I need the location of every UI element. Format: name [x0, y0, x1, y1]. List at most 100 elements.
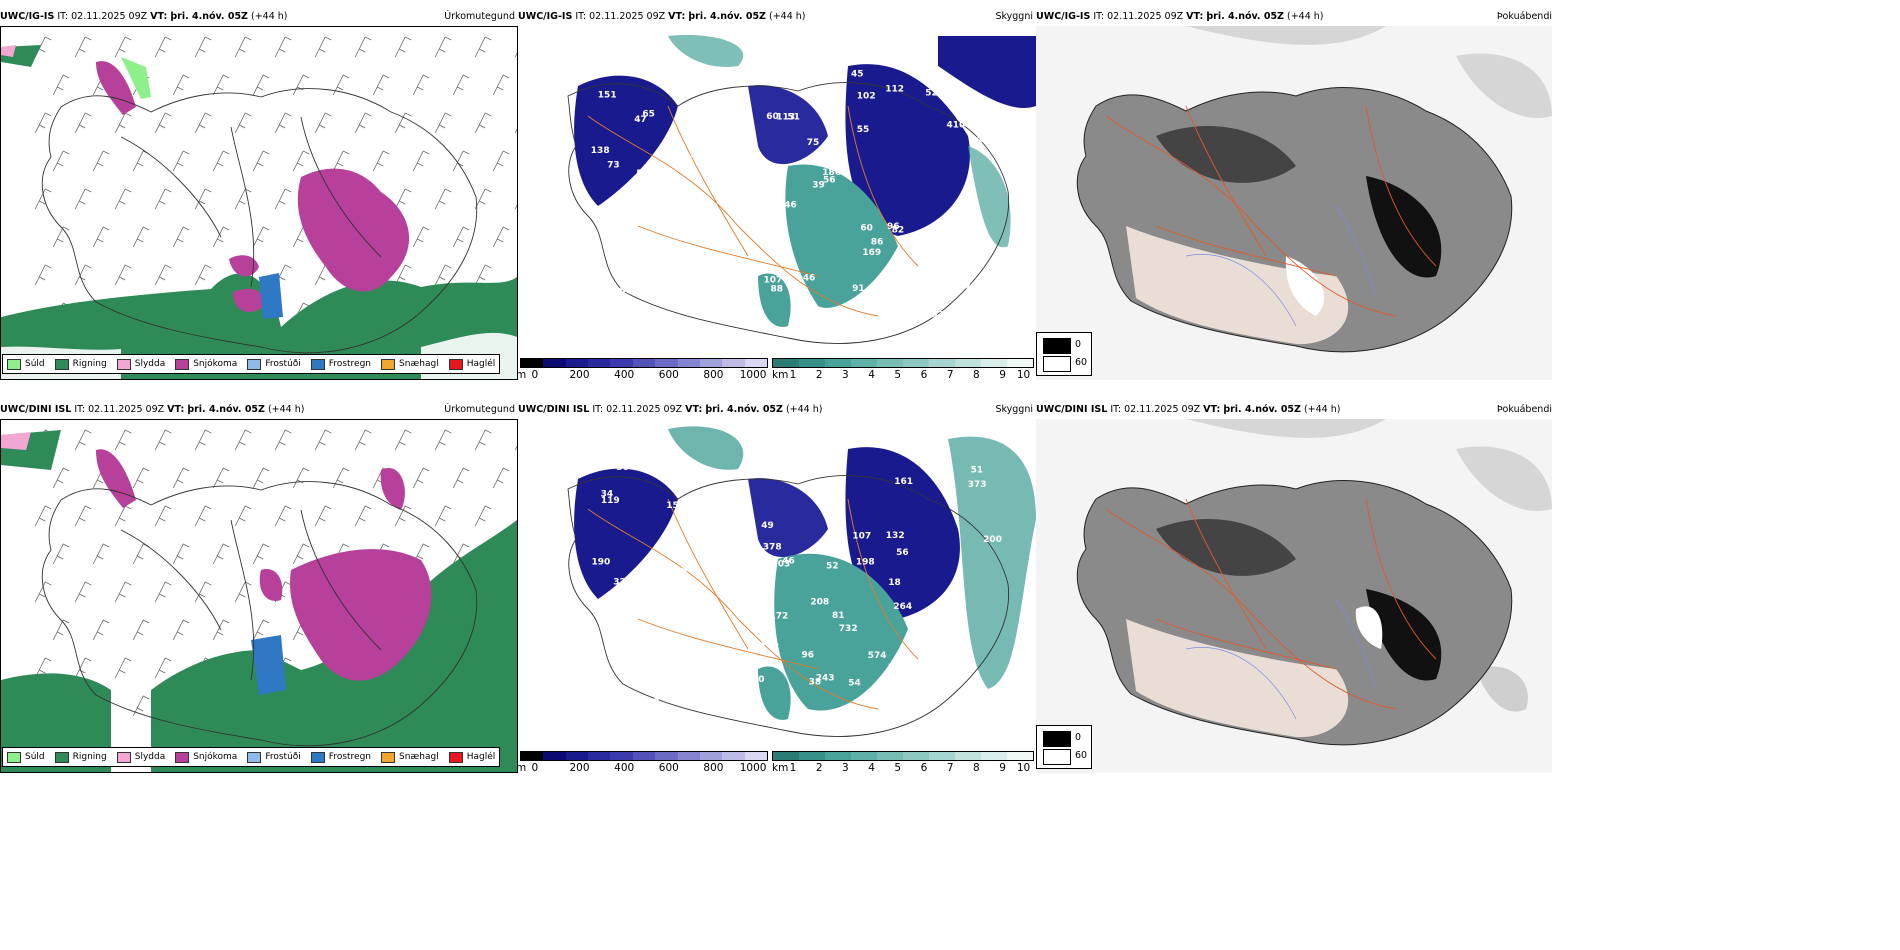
wind-barb	[292, 150, 310, 172]
ceiling-label: 64	[964, 311, 977, 321]
ceiling-label: 281	[901, 671, 920, 681]
panel-type: Skyggni	[995, 404, 1033, 415]
wind-barb	[274, 112, 292, 134]
wind-barb	[434, 505, 452, 527]
wind-barb	[492, 74, 510, 96]
ceiling-label: 116	[674, 155, 693, 165]
wind-barb	[394, 188, 412, 210]
wind-barb	[52, 619, 70, 641]
wind-barb	[132, 226, 150, 248]
wind-barb	[314, 36, 332, 58]
ceiling-label: 172	[770, 612, 789, 622]
wind-barb	[74, 581, 92, 603]
ceiling-label: 87	[739, 469, 752, 479]
ceiling-label: 51	[787, 113, 800, 123]
wind-barb	[212, 543, 230, 565]
wind-barb	[114, 505, 132, 527]
legend-item: Snjókoma	[175, 751, 237, 763]
fog-map	[1036, 26, 1552, 380]
wind-barb	[332, 150, 350, 172]
ceiling-label: 96	[802, 650, 815, 660]
ceiling-label: 39	[827, 494, 840, 504]
ceiling-label: 79	[768, 73, 781, 83]
ceiling-label: 45	[851, 70, 864, 80]
wind-barb	[74, 657, 92, 679]
ceiling-label: 61	[656, 315, 669, 325]
wind-barb	[74, 112, 92, 134]
wind-barb	[354, 36, 372, 58]
panel-title: UWC/DINI ISL IT: 02.11.2025 09Z VT: þri.…	[1036, 404, 1341, 415]
panel-title: UWC/IG-IS IT: 02.11.2025 09Z VT: þri. 4.…	[1036, 11, 1324, 22]
ceiling-label: 133	[684, 288, 703, 298]
wind-barb	[292, 543, 310, 565]
wind-barb	[114, 429, 132, 451]
ceiling-label: 49	[761, 521, 774, 531]
wind-barb	[154, 188, 172, 210]
ceiling-label: 356	[591, 663, 610, 673]
ceiling-label: 329	[613, 577, 632, 587]
ceiling-label: 35	[716, 681, 729, 691]
legend-item: Rigning	[54, 358, 107, 370]
ceiling-label: 96	[617, 623, 630, 633]
wind-barb	[452, 226, 470, 248]
wind-barb	[452, 74, 470, 96]
ceiling-label: 86	[824, 160, 837, 170]
ceiling-label: 18	[888, 578, 901, 588]
ceiling-label: 72	[694, 694, 707, 704]
ceiling-label: 113	[776, 113, 795, 123]
wind-barb	[52, 150, 70, 172]
ceiling-label: 198	[856, 558, 875, 568]
panel-title: UWC/DINI ISL IT: 02.11.2025 09Z VT: þri.…	[0, 404, 305, 415]
wind-barb	[354, 112, 372, 134]
wind-barb	[274, 36, 292, 58]
wind-barb	[394, 36, 412, 58]
ceiling-label: 373	[968, 480, 987, 490]
ceiling-label: 131	[970, 137, 989, 147]
legend-item: Snæhagl	[381, 358, 439, 370]
wind-barb	[114, 581, 132, 603]
ceiling-label: 44	[765, 186, 778, 196]
panel-title: UWC/IG-IS IT: 02.11.2025 09Z VT: þri. 4.…	[518, 11, 806, 22]
ceiling-unit: m	[518, 762, 527, 773]
legend-item: Rigning	[54, 751, 107, 763]
ceiling-label: 113	[810, 56, 829, 66]
precip-map	[0, 419, 518, 773]
wind-barb	[212, 226, 230, 248]
ceiling-label: 55	[857, 125, 870, 135]
ceiling-label: 44	[635, 581, 648, 591]
wind-barb	[474, 264, 492, 286]
ceiling-label: 86	[871, 237, 884, 247]
wind-barb	[154, 36, 172, 58]
ceiling-label: 47	[634, 115, 647, 125]
wind-barb	[474, 505, 492, 527]
wind-barb	[194, 581, 212, 603]
wind-barb	[234, 429, 252, 451]
ceiling-label: 73	[607, 160, 620, 170]
wind-barb	[212, 467, 230, 489]
wind-barb	[474, 36, 492, 58]
legend-item: Slydda	[116, 358, 165, 370]
ceiling-label: 56	[896, 548, 909, 558]
wind-barb	[212, 619, 230, 641]
wind-barb	[114, 188, 132, 210]
precip-map	[0, 26, 518, 380]
wind-barb	[194, 429, 212, 451]
precip-map-svg	[1, 36, 517, 379]
wind-barb	[314, 112, 332, 134]
ceiling-label: 152	[666, 501, 685, 511]
wind-barb	[132, 150, 150, 172]
ceiling-label: 186	[822, 168, 841, 178]
ceiling-map: 46 47 44 56 86 57 45 51 102 39 53 64 54 91 50 55 61 60 75 7…	[518, 26, 1036, 352]
ceiling-label: 110	[984, 692, 1003, 702]
precip-type-panel-bottom: UWC/DINI ISL IT: 02.11.2025 09Z VT: þri.…	[0, 403, 518, 773]
panel-type: Skyggni	[995, 11, 1033, 22]
ceiling-label: 115	[888, 663, 907, 673]
ceiling-label: 89	[621, 55, 634, 65]
ceiling-label: 203	[772, 560, 791, 570]
wind-barb	[114, 36, 132, 58]
legend-item: Súld	[7, 751, 45, 763]
wind-barb	[172, 74, 190, 96]
ceiling-label: 52	[925, 88, 938, 98]
precip-map-svg	[1, 429, 517, 772]
panel-type: Úrkomutegund	[444, 404, 515, 415]
